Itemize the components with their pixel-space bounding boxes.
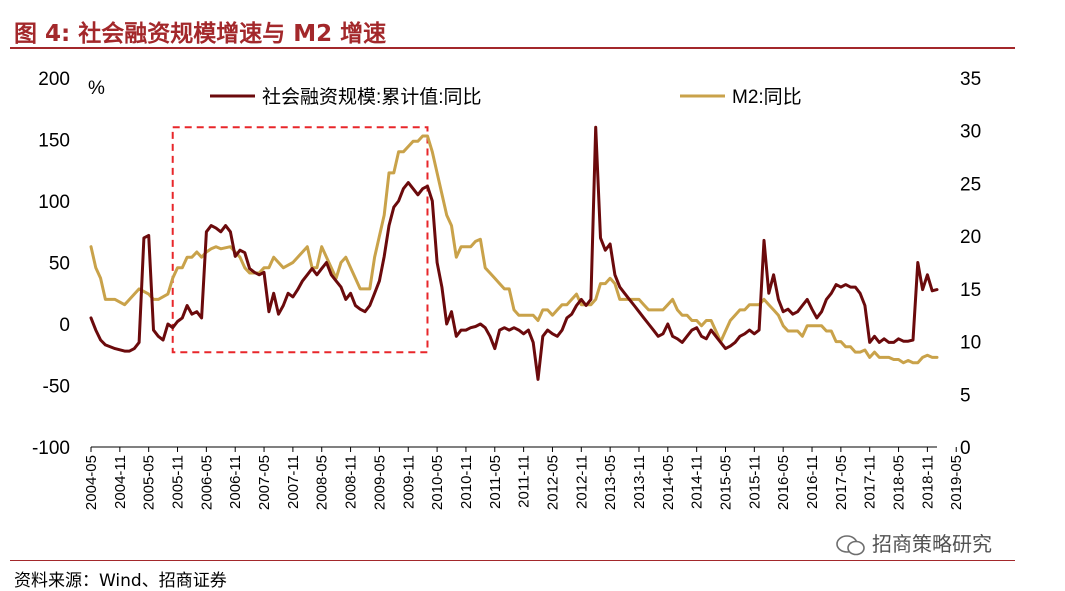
x-axis-tick-label: 2013-05: [602, 455, 619, 510]
legend: 社会融资规模:累计值:同比 M2:同比: [210, 86, 802, 108]
right-axis-tick-label: 25: [960, 174, 981, 195]
right-axis-tick-label: 20: [960, 227, 981, 248]
left-axis-tick-label: -100: [32, 438, 70, 459]
x-axis-tick-label: 2007-11: [285, 455, 302, 509]
x-axis-tick-label: 2005-05: [141, 455, 158, 510]
series-line-social-financing: [89, 125, 939, 381]
left-axis-tick-label: 100: [38, 192, 70, 213]
left-axis-unit: %: [88, 78, 105, 99]
right-axis-tick-label: 30: [960, 122, 981, 143]
left-axis-tick-label: 50: [49, 254, 70, 275]
x-axis-tick-label: 2013-11: [631, 455, 648, 509]
x-axis-tick-label: 2008-11: [343, 455, 360, 509]
right-axis-tick-label: 15: [960, 280, 981, 301]
highlight-box-layer: [171, 126, 429, 354]
x-axis-tick-label: 2015-11: [746, 455, 763, 509]
series-lines: [89, 125, 939, 381]
title-rule: [10, 47, 1015, 49]
x-axis-tick-label: 2017-05: [833, 455, 850, 510]
watermark: 招商策略研究: [836, 528, 992, 557]
right-axis-tick-label: 0: [960, 438, 971, 459]
right-axis-tick-label: 35: [960, 69, 981, 90]
x-axis-tick-label: 2016-05: [775, 455, 792, 510]
source-note: 资料来源：Wind、招商证券: [14, 571, 227, 591]
x-axis-tick-label: 2014-11: [689, 455, 706, 509]
x-axis-tick-label: 2018-11: [919, 455, 936, 509]
x-axis-tick-label: 2016-11: [804, 455, 821, 509]
x-axis-tick-label: 2008-05: [314, 455, 331, 510]
left-axis-tick-label: -50: [43, 377, 70, 398]
right-axis-tick-label: 5: [960, 385, 971, 406]
left-axis-tick-label: 200: [38, 69, 70, 90]
x-axis-tick-label: 2005-11: [170, 455, 187, 509]
x-axis-tick-label: 2006-11: [227, 455, 244, 509]
x-axis-tick-label: 2004-05: [83, 455, 100, 510]
legend-label-social-financing: 社会融资规模:累计值:同比: [262, 86, 482, 108]
x-axis-tick-label: 2009-05: [371, 455, 388, 510]
left-axis-tick-label: 0: [59, 315, 70, 336]
x-axis-tick-label: 2017-11: [862, 455, 879, 509]
x-axis-tick-label: 2004-11: [112, 455, 129, 509]
x-axis-tick-label: 2015-05: [718, 455, 735, 510]
x-axis-tick-label: 2011-05: [487, 455, 504, 509]
wechat-icon: [836, 534, 865, 555]
x-axis-tick-label: 2006-05: [198, 455, 215, 510]
watermark-text: 招商策略研究: [872, 532, 992, 556]
x-axis-tick-label: 2009-11: [400, 455, 417, 509]
x-axis-tick-label: 2011-11: [516, 455, 533, 508]
x-axis-tick-label: 2019-05: [948, 455, 965, 510]
x-axis-tick-label: 2012-11: [573, 455, 590, 509]
x-axis-tick-label: 2007-05: [256, 455, 273, 510]
source-rule: [10, 560, 1015, 561]
figure-title: 图 4: 社会融资规模增速与 M2 增速: [14, 21, 387, 47]
x-axis-tick-label: 2010-11: [458, 455, 475, 509]
x-axis-tick-label: 2010-05: [429, 455, 446, 510]
series-line-m2: [89, 134, 939, 365]
right-axis-tick-label: 10: [960, 333, 981, 354]
highlight-box: [171, 126, 429, 354]
x-axis-tick-label: 2012-05: [544, 455, 561, 510]
x-axis-tick-label: 2018-05: [891, 455, 908, 510]
x-axis-tick-label: 2014-05: [660, 455, 677, 510]
left-axis-tick-label: 150: [38, 131, 70, 152]
legend-label-m2: M2:同比: [732, 86, 802, 108]
